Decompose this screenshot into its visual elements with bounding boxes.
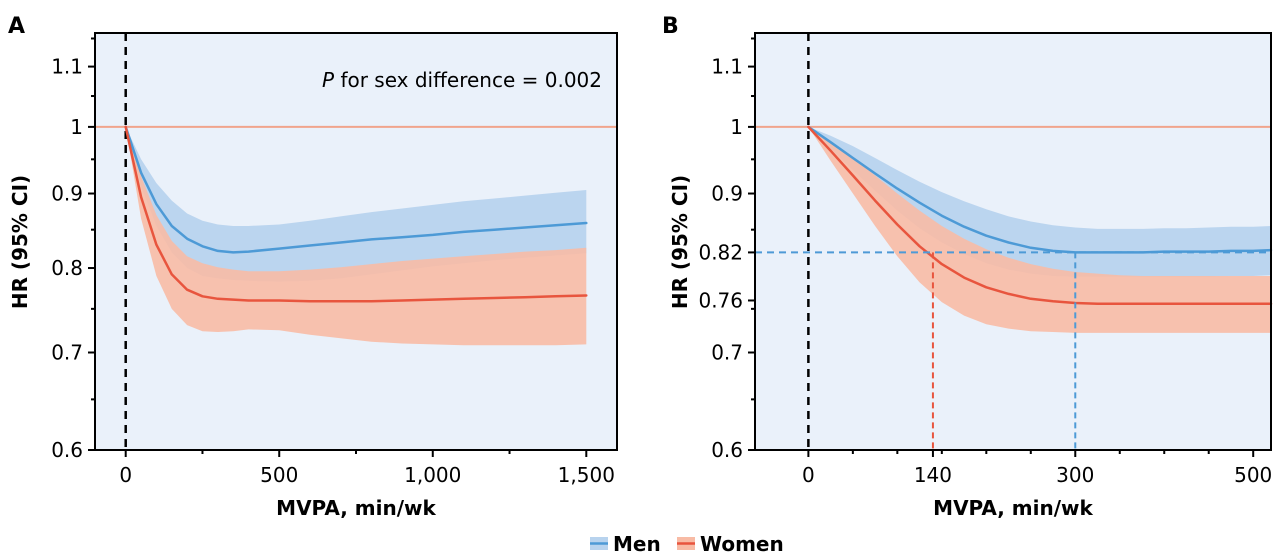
y-tick-label: 0.9	[711, 182, 743, 206]
x-tick-label: 1,500	[558, 463, 615, 487]
panel-b-x-ticks: 0 140 300 500	[802, 450, 1272, 487]
x-tick-label: 140	[914, 463, 952, 487]
y-tick-label: 0.8	[51, 256, 83, 280]
panel-a-y-axis-label: HR (95% CI)	[8, 175, 32, 309]
panel-b: B 0.6 0.7 0.76 0.82 0.9 1 1.1 0 140 300 500 MVPA,…	[662, 14, 1272, 520]
y-tick-label: 0.7	[711, 340, 743, 364]
panel-b-y-ticks: 0.6 0.7 0.76 0.82 0.9 1 1.1	[698, 37, 755, 462]
panel-a: A 0.6 0.7 0.8 0.9 1 1.1 0 500 1,000 1,500 P for …	[8, 14, 618, 520]
series-line-women	[807, 125, 1273, 306]
y-tick-label: 0.82	[698, 240, 743, 264]
x-tick-label: 500	[260, 463, 298, 487]
ci-band-women	[125, 126, 587, 346]
x-tick-label: 1,000	[404, 463, 461, 487]
panel-a-x-ticks: 0 500 1,000 1,500	[119, 450, 615, 487]
ci-band-men	[125, 126, 587, 282]
y-tick-label: 0.7	[51, 340, 83, 364]
y-tick-label: 0.9	[51, 182, 83, 206]
panel-a-annotation-p: P	[322, 68, 335, 92]
panel-b-guide-lines	[755, 251, 1271, 450]
x-tick-label: 500	[1234, 463, 1272, 487]
legend: Men Women	[590, 532, 784, 556]
x-tick-label: 0	[802, 463, 815, 487]
series-line-men	[124, 125, 588, 254]
legend-women-label: Women	[700, 532, 784, 556]
y-tick-label: 1.1	[51, 55, 83, 79]
panel-a-annotation-text: for sex difference = 0.002	[340, 68, 602, 92]
y-tick-label: 1.1	[711, 55, 743, 79]
panel-b-frame	[754, 32, 1272, 451]
panel-a-ci-bands	[125, 126, 587, 346]
series-line-women	[124, 125, 588, 303]
series-line-men	[807, 125, 1273, 254]
panel-a-y-ticks: 0.6 0.7 0.8 0.9 1 1.1	[51, 37, 95, 462]
panel-b-x-axis-label: MVPA, min/wk	[933, 496, 1093, 520]
panel-b-ci-bands	[808, 126, 1271, 333]
y-tick-label: 1	[70, 115, 83, 139]
panel-a-annotation: P for sex difference = 0.002	[322, 68, 602, 92]
ci-band-women	[808, 126, 1271, 333]
x-tick-label: 0	[119, 463, 132, 487]
panel-b-series-lines	[807, 125, 1273, 306]
x-tick-label: 300	[1056, 463, 1094, 487]
panel-b-y-axis-label: HR (95% CI)	[668, 175, 692, 309]
ci-band-men	[808, 126, 1271, 277]
y-tick-label: 0.6	[711, 438, 743, 462]
panel-a-label: A	[8, 14, 25, 39]
y-tick-label: 0.6	[51, 438, 83, 462]
panel-a-series-lines	[124, 125, 588, 303]
legend-men-label: Men	[613, 532, 661, 556]
panel-b-label: B	[662, 14, 679, 39]
y-tick-label: 0.76	[698, 288, 743, 312]
y-tick-label: 1	[730, 115, 743, 139]
panel-a-x-axis-label: MVPA, min/wk	[276, 496, 436, 520]
